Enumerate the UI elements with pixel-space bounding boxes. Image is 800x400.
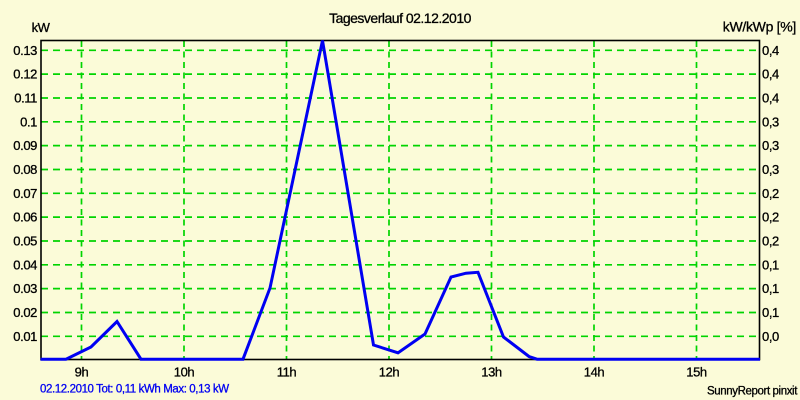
svg-text:0.03: 0.03 — [13, 281, 37, 296]
svg-text:0,3: 0,3 — [762, 162, 779, 177]
svg-text:0.02: 0.02 — [13, 305, 37, 320]
svg-text:0,1: 0,1 — [762, 257, 779, 272]
svg-text:10h: 10h — [174, 365, 195, 380]
svg-text:0.12: 0.12 — [13, 67, 37, 82]
svg-text:0.01: 0.01 — [13, 329, 37, 344]
svg-text:0.09: 0.09 — [13, 138, 37, 153]
svg-text:0.04: 0.04 — [13, 257, 37, 272]
svg-text:0,2: 0,2 — [762, 210, 779, 225]
svg-text:14h: 14h — [584, 365, 605, 380]
svg-text:0,4: 0,4 — [762, 91, 779, 106]
svg-text:12h: 12h — [379, 365, 400, 380]
svg-text:13h: 13h — [481, 365, 502, 380]
svg-text:0.13: 0.13 — [13, 43, 37, 58]
svg-text:11h: 11h — [277, 365, 297, 380]
svg-text:0.05: 0.05 — [13, 234, 37, 249]
svg-text:9h: 9h — [75, 365, 89, 380]
svg-text:0,0: 0,0 — [762, 329, 779, 344]
svg-text:0.11: 0.11 — [14, 91, 37, 106]
svg-text:kW: kW — [32, 20, 51, 35]
svg-text:15h: 15h — [686, 365, 707, 380]
svg-text:0,2: 0,2 — [762, 234, 779, 249]
svg-text:0,3: 0,3 — [762, 114, 779, 129]
svg-text:Tagesverlauf 02.12.2010: Tagesverlauf 02.12.2010 — [329, 10, 472, 26]
svg-text:02.12.2010 Tot: 0,11 kWh Max:: 02.12.2010 Tot: 0,11 kWh Max: 0,13 kW — [40, 384, 229, 396]
svg-text:0.1: 0.1 — [20, 114, 37, 129]
svg-text:0,3: 0,3 — [762, 138, 779, 153]
svg-text:kW/kWp [%]: kW/kWp [%] — [723, 19, 796, 35]
svg-text:0.07: 0.07 — [13, 186, 37, 201]
svg-text:0,4: 0,4 — [762, 43, 779, 58]
svg-text:0,4: 0,4 — [762, 67, 779, 82]
svg-text:SunnyReport pinxit: SunnyReport pinxit — [707, 386, 798, 398]
svg-text:0,1: 0,1 — [762, 305, 779, 320]
svg-text:0.06: 0.06 — [13, 210, 37, 225]
svg-text:0,2: 0,2 — [762, 186, 779, 201]
svg-text:0,1: 0,1 — [762, 281, 779, 296]
svg-text:0.08: 0.08 — [13, 162, 37, 177]
